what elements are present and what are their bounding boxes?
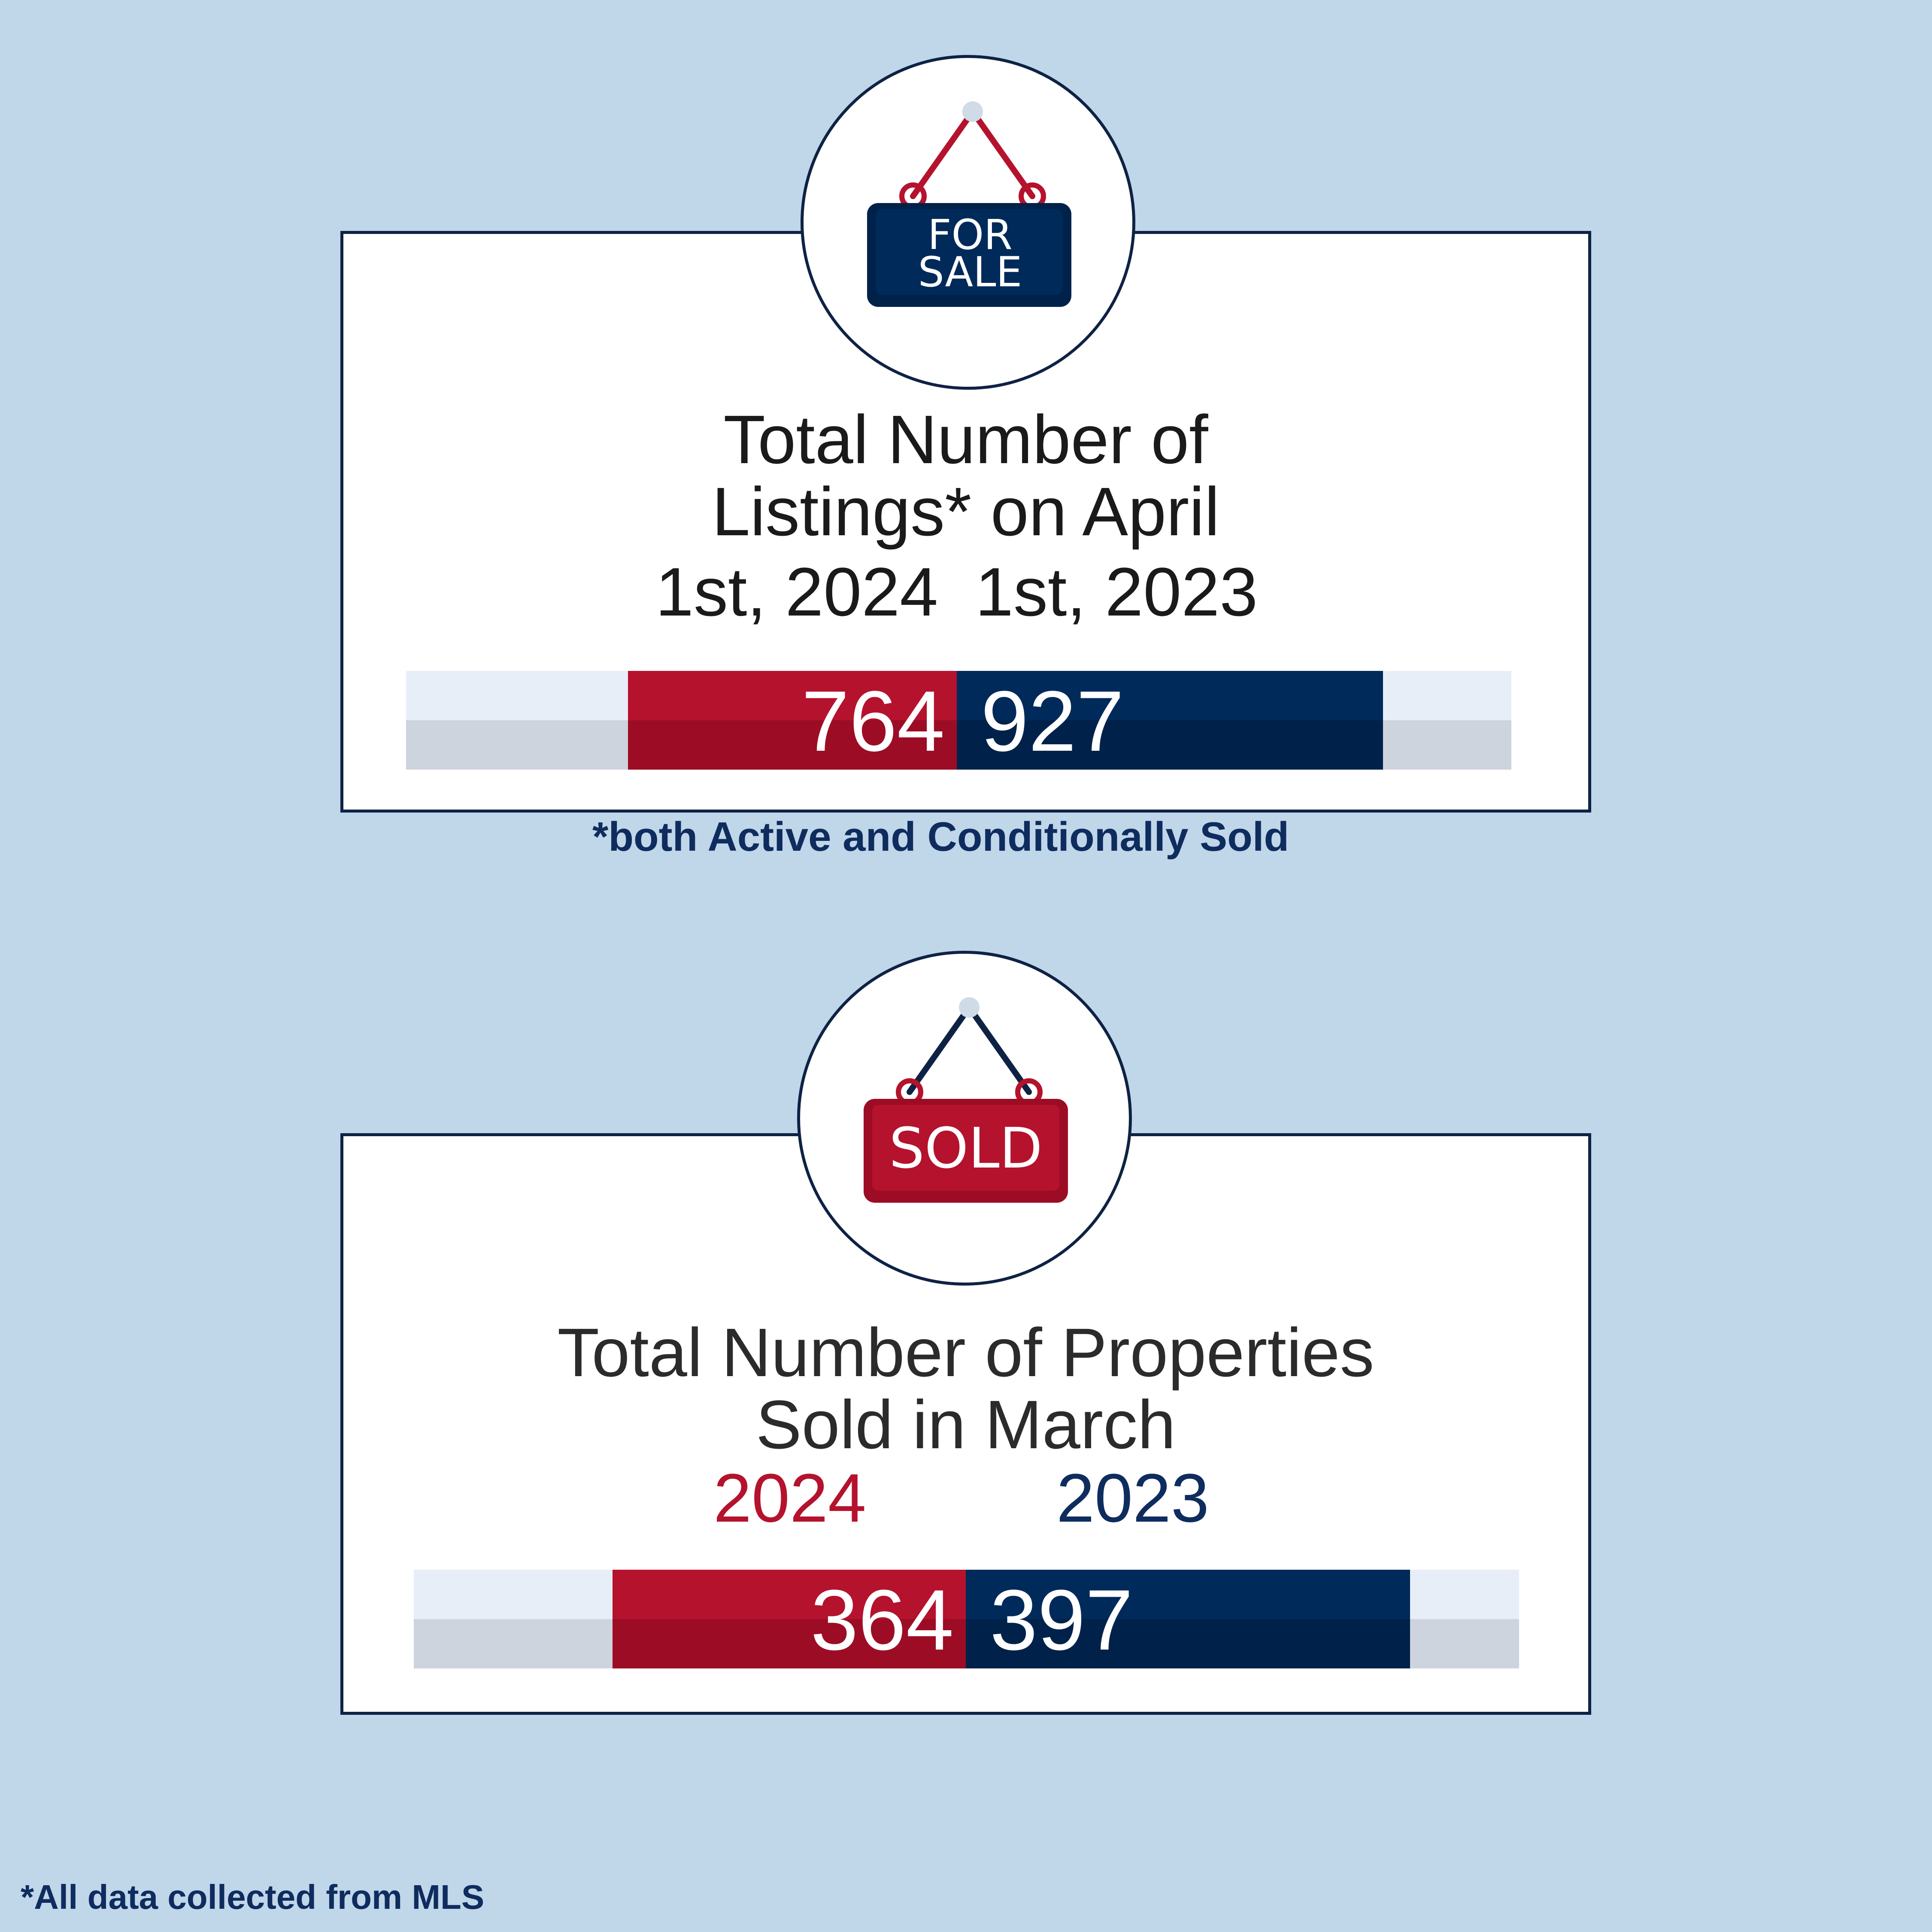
sold-bar: 364 397 [414, 1570, 1519, 1668]
listings-year-2023: 1st, 2023 [975, 553, 1258, 630]
listings-bar-2024 [628, 671, 957, 770]
listings-title-line2: Listings* on April [712, 473, 1220, 550]
listings-bar-2023 [957, 671, 1383, 770]
sold-bar-2024 [613, 1570, 966, 1668]
sold-sign-icon: SOLD [864, 997, 1068, 1203]
footer-note: *All data collected from MLS [21, 1878, 485, 1916]
sold-text: SOLD [889, 1116, 1042, 1181]
listings-title: Total Number of Listings* on April [343, 403, 1588, 548]
sold-title-line2: Sold in March [755, 1386, 1176, 1463]
sold-bar-2023 [966, 1570, 1410, 1668]
sold-value-2024: 364 [810, 1572, 954, 1668]
listings-value-2024: 764 [801, 673, 945, 769]
listings-footnote: *both Active and Conditionally Sold [592, 814, 1289, 860]
sold-title: Total Number of Properties Sold in March [343, 1316, 1588, 1461]
listings-value-2023: 927 [981, 673, 1124, 769]
listings-year-2024: 1st, 2024 [655, 553, 938, 630]
listings-bar: 764 927 [406, 671, 1511, 770]
sold-year-2024: 2024 [713, 1459, 866, 1536]
for-sale-text-1: FOR [928, 211, 1012, 259]
sold-title-line1: Total Number of Properties [557, 1314, 1374, 1391]
listings-title-line1: Total Number of [723, 401, 1208, 478]
for-sale-badge: FOR SALE [801, 55, 1135, 390]
for-sale-sign-icon: FOR SALE [867, 101, 1071, 307]
sold-year-2023: 2023 [1056, 1459, 1209, 1536]
sold-badge: SOLD [797, 951, 1132, 1286]
sold-value-2023: 397 [990, 1572, 1133, 1668]
for-sale-text-2: SALE [918, 248, 1022, 296]
